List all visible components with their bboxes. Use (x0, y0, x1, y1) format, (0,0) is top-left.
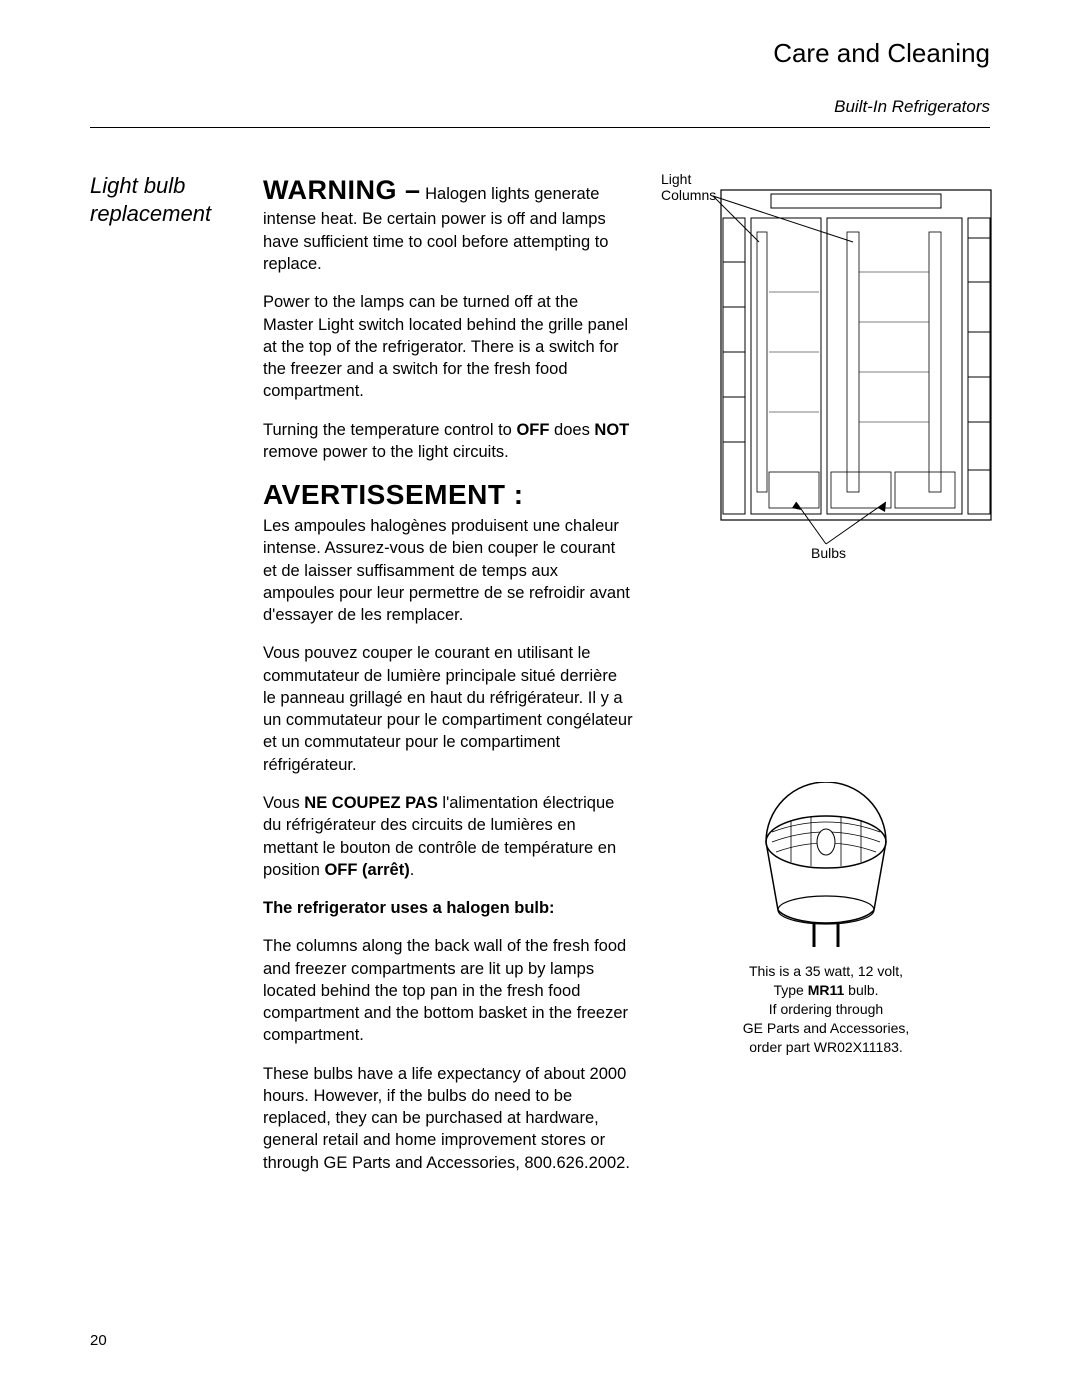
warning-para: WARNING – Halogen lights generate intens… (263, 172, 633, 275)
page-subtitle: Built-In Refrigerators (90, 97, 990, 117)
bulb-figure: This is a 35 watt, 12 volt, Type MR11 bu… (651, 782, 1001, 1056)
header-rule (90, 127, 990, 128)
section-label-line2: replacement (90, 201, 211, 226)
bulb-caption: This is a 35 watt, 12 volt, Type MR11 bu… (716, 962, 936, 1056)
fr-para-2: Vous pouvez couper le courant en utilisa… (263, 642, 633, 776)
section-label-line1: Light bulb (90, 173, 185, 198)
light-label-text: Light (661, 172, 691, 187)
body-column: WARNING – Halogen lights generate intens… (263, 172, 633, 1190)
halogen-subhead: The refrigerator uses a halogen bulb: (263, 897, 633, 919)
turning-para: Turning the temperature control to OFF d… (263, 419, 633, 464)
columns-para: The columns along the back wall of the f… (263, 935, 633, 1046)
bulbs-label-text: Bulbs (811, 545, 846, 561)
content-grid: Light bulb replacement WARNING – Halogen… (90, 172, 990, 1190)
fridge-svg-icon: Light Columns (661, 172, 1001, 562)
page-number: 20 (90, 1332, 107, 1349)
diagram-column: Light Columns (651, 172, 1001, 1190)
fr-para-3: Vous NE COUPEZ PAS l'alimentation électr… (263, 792, 633, 881)
page-title: Care and Cleaning (773, 38, 990, 68)
life-para: These bulbs have a life expectancy of ab… (263, 1063, 633, 1174)
fr-para-1: Les ampoules halogènes produisent une ch… (263, 515, 633, 626)
fridge-diagram: Light Columns (661, 172, 1001, 562)
columns-label-text: Columns (661, 187, 716, 203)
warning-heading: WARNING – (263, 175, 421, 205)
power-para: Power to the lamps can be turned off at … (263, 291, 633, 402)
bulb-svg-icon (746, 782, 906, 952)
page-header: Care and Cleaning Built-In Refrigerators (90, 38, 990, 117)
avertissement-heading: AVERTISSEMENT : (263, 479, 633, 511)
section-label: Light bulb replacement (90, 172, 245, 1190)
